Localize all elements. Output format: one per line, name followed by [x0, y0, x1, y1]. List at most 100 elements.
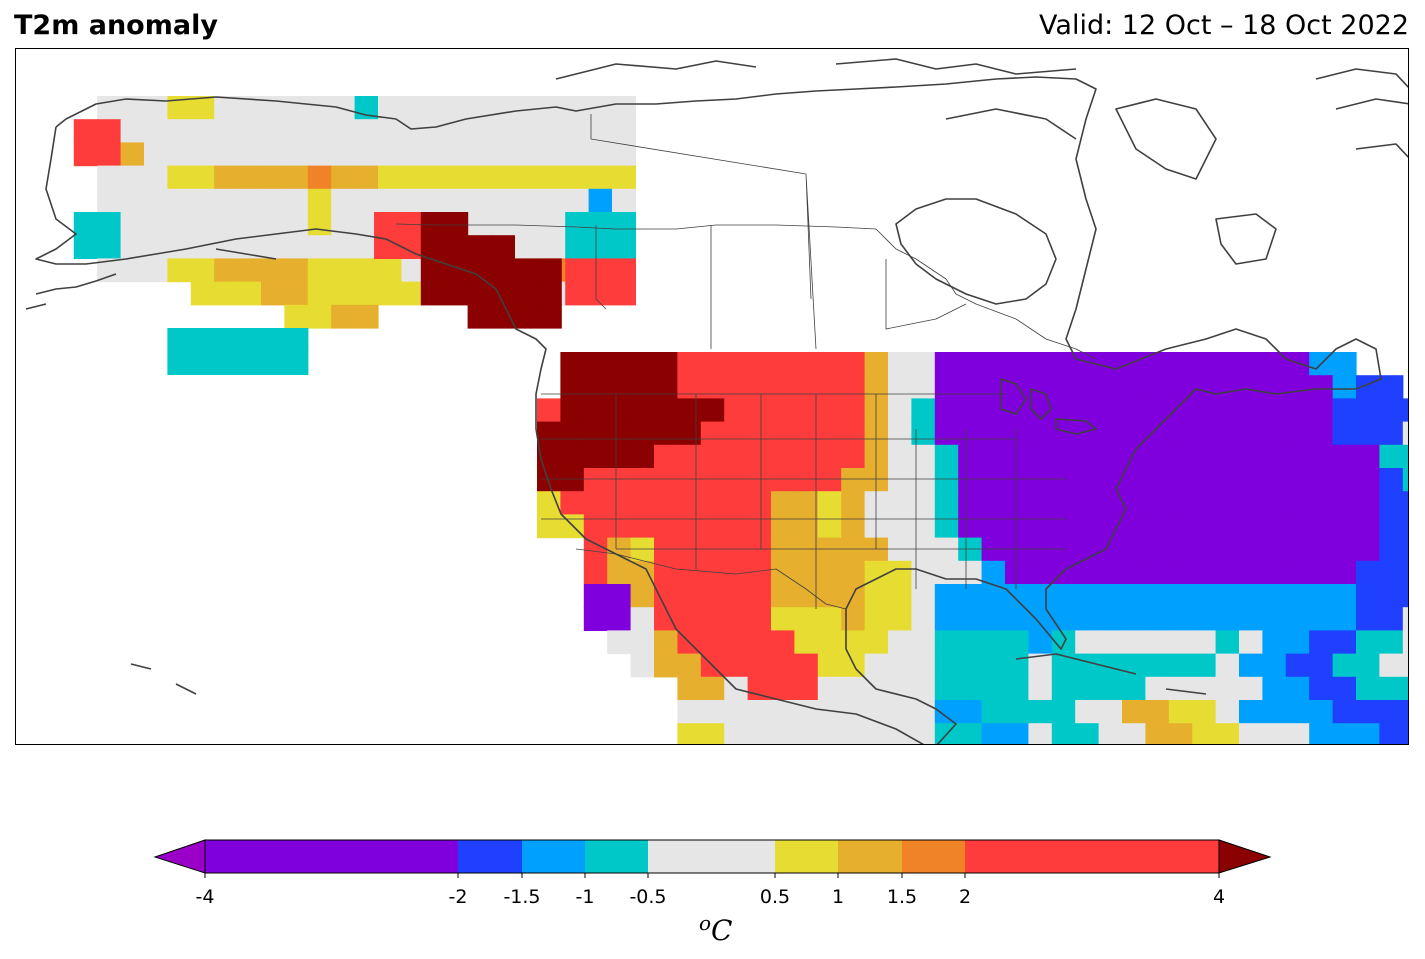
anomaly-cell — [1192, 653, 1217, 678]
anomaly-cell — [817, 444, 842, 469]
anomaly-cell — [724, 560, 749, 585]
anomaly-cell — [307, 96, 332, 120]
anomaly-cell — [1309, 468, 1334, 492]
colorbar-bin — [775, 840, 839, 873]
anomaly-cell — [724, 375, 749, 399]
anomaly-cell — [167, 351, 192, 375]
anomaly-cell — [284, 188, 309, 213]
anomaly-cell — [97, 119, 122, 143]
anomaly-cell — [700, 514, 725, 539]
anomaly-cell — [981, 421, 1006, 446]
anomaly-cell — [654, 514, 678, 539]
anomaly-cell — [1168, 468, 1193, 492]
anomaly-cell — [771, 398, 795, 423]
anomaly-cell — [583, 491, 608, 515]
anomaly-cell — [1215, 653, 1240, 678]
anomaly-cell — [747, 653, 772, 678]
anomaly-cell — [794, 607, 819, 631]
anomaly-cell — [1215, 468, 1240, 492]
anomaly-cell — [1192, 352, 1217, 376]
anomaly-cell — [495, 212, 519, 236]
anomaly-cell — [794, 700, 819, 724]
anomaly-cell — [514, 304, 539, 329]
anomaly-cell — [190, 142, 215, 167]
anomaly-cell — [817, 584, 842, 608]
anomaly-cell — [214, 96, 239, 120]
anomaly-cell — [1051, 352, 1076, 376]
anomaly-cell — [401, 165, 426, 190]
colorbar-unit-main: C — [711, 914, 732, 947]
anomaly-cell — [354, 235, 379, 259]
anomaly-cell — [911, 352, 936, 376]
anomaly-cell — [1285, 676, 1310, 701]
anomaly-cell — [1285, 468, 1310, 492]
anomaly-cell — [444, 212, 469, 236]
anomaly-cell — [1192, 421, 1217, 446]
anomaly-cell — [401, 188, 426, 213]
anomaly-cell — [1028, 514, 1053, 539]
anomaly-cell — [284, 328, 309, 352]
anomaly-cell — [1005, 514, 1029, 539]
anomaly-cell — [1262, 398, 1287, 423]
anomaly-cell — [1262, 375, 1287, 399]
anomaly-cell — [747, 444, 772, 469]
anomaly-cell — [677, 444, 702, 469]
anomaly-cell — [841, 607, 866, 631]
anomaly-cell — [261, 351, 285, 375]
anomaly-cell — [1051, 560, 1076, 585]
anomaly-cell — [607, 607, 632, 631]
anomaly-cell — [677, 653, 702, 678]
anomaly-cell — [583, 444, 608, 469]
anomaly-cell — [794, 352, 819, 376]
anomaly-cell — [261, 188, 285, 213]
anomaly-cell — [981, 700, 1006, 724]
anomaly-cell — [1402, 630, 1408, 655]
anomaly-cell — [1005, 444, 1029, 469]
anomaly-cell — [1005, 700, 1029, 724]
anomaly-cell — [630, 444, 655, 469]
anomaly-cell — [1262, 584, 1287, 608]
anomaly-cell — [981, 676, 1006, 701]
anomaly-cell — [1215, 537, 1240, 562]
anomaly-cell — [444, 235, 469, 259]
anomaly-cell — [1168, 421, 1193, 446]
anomaly-cell — [747, 584, 772, 608]
anomaly-cell — [747, 537, 772, 562]
anomaly-cell — [630, 398, 655, 423]
anomaly-cell — [747, 468, 772, 492]
anomaly-cell — [1122, 676, 1146, 701]
anomaly-cell — [677, 468, 702, 492]
anomaly-cell — [1309, 723, 1334, 744]
anomaly-cell — [1356, 723, 1380, 744]
anomaly-cell — [864, 584, 889, 608]
anomaly-cell — [1145, 537, 1170, 562]
anomaly-cell — [331, 165, 356, 190]
anomaly-cell — [677, 607, 702, 631]
colorbar-tick-label: -1.5 — [503, 886, 540, 908]
anomaly-cell — [495, 165, 519, 190]
anomaly-cell — [841, 630, 866, 655]
anomaly-cell — [167, 235, 192, 259]
anomaly-cell — [237, 212, 262, 236]
anomaly-cell — [120, 119, 145, 143]
anomaly-cell — [1262, 514, 1287, 539]
anomaly-cell — [1239, 491, 1263, 515]
anomaly-cell — [1005, 468, 1029, 492]
anomaly-cell — [654, 468, 678, 492]
anomaly-cell — [794, 514, 819, 539]
anomaly-cell — [817, 514, 842, 539]
anomaly-cell — [771, 560, 795, 585]
anomaly-cell — [1309, 398, 1334, 423]
anomaly-cell — [214, 281, 239, 306]
anomaly-cell — [1379, 653, 1404, 678]
anomaly-cell — [654, 421, 678, 446]
anomaly-cell — [378, 96, 402, 120]
anomaly-cell — [261, 235, 285, 259]
anomaly-cell — [1192, 514, 1217, 539]
anomaly-cell — [654, 560, 678, 585]
anomaly-cell — [700, 723, 725, 744]
anomaly-cell — [1356, 421, 1380, 446]
anomaly-cell — [144, 258, 168, 283]
anomaly-cell — [1168, 491, 1193, 515]
anomaly-cell — [794, 676, 819, 701]
